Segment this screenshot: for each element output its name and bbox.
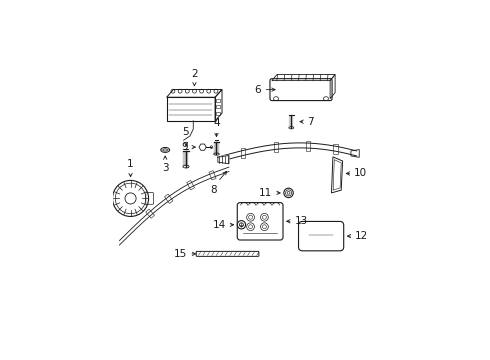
Bar: [306, 141, 310, 150]
Text: 7: 7: [307, 117, 314, 127]
Text: 15: 15: [174, 249, 187, 259]
Text: 11: 11: [259, 188, 272, 198]
Text: 6: 6: [254, 85, 261, 95]
Text: 2: 2: [191, 69, 198, 79]
Text: 1: 1: [127, 159, 134, 169]
Bar: [187, 180, 195, 190]
Text: 4: 4: [213, 118, 220, 128]
Text: 9: 9: [181, 142, 188, 152]
Text: 12: 12: [355, 231, 368, 241]
Bar: [209, 171, 216, 180]
Polygon shape: [218, 156, 229, 164]
Bar: [165, 194, 173, 203]
Bar: [146, 209, 154, 218]
Bar: [334, 144, 338, 154]
Bar: [274, 142, 278, 152]
Text: 13: 13: [294, 216, 308, 226]
Text: 5: 5: [183, 127, 189, 136]
Text: 8: 8: [210, 185, 217, 194]
Text: 3: 3: [162, 163, 169, 173]
Text: 14: 14: [213, 220, 226, 230]
Text: 10: 10: [354, 168, 368, 179]
Bar: [241, 148, 245, 158]
